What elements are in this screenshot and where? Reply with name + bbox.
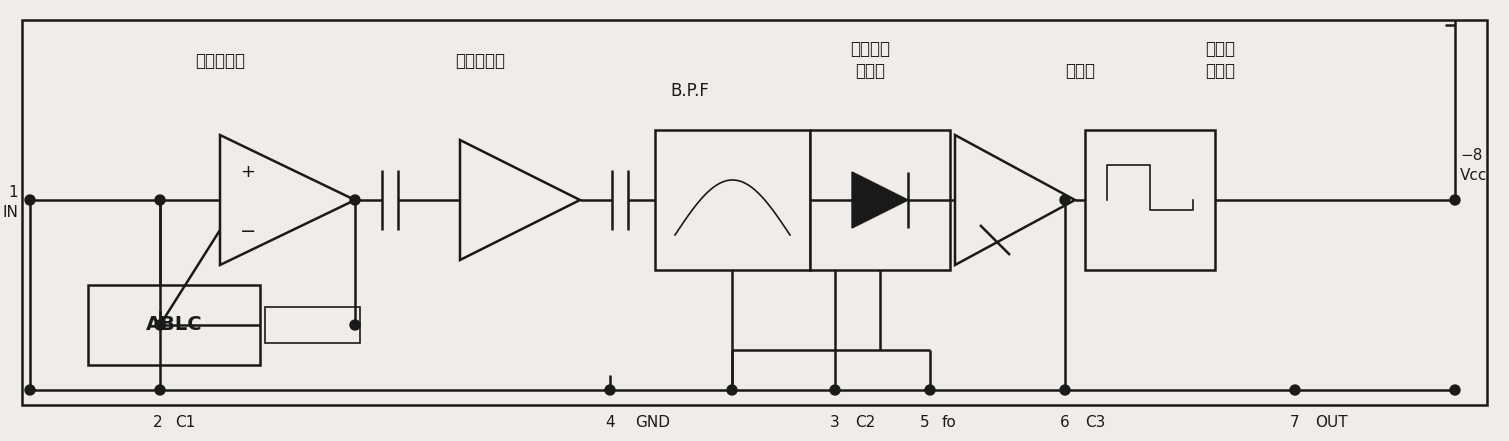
Text: 限幅放大器: 限幅放大器 <box>456 52 506 70</box>
Text: IN: IN <box>2 205 18 220</box>
Circle shape <box>155 195 164 205</box>
Circle shape <box>1450 385 1461 395</box>
Text: 2: 2 <box>154 415 163 430</box>
Text: 1: 1 <box>9 185 18 200</box>
Text: 检波器和: 检波器和 <box>850 40 890 58</box>
Text: −: − <box>240 223 257 242</box>
Text: 5: 5 <box>920 415 930 430</box>
Text: 施密特: 施密特 <box>1206 40 1234 58</box>
Bar <box>266 307 361 343</box>
Circle shape <box>26 195 35 205</box>
Circle shape <box>727 385 736 395</box>
Bar <box>23 20 1486 405</box>
Text: +: + <box>240 163 255 181</box>
Polygon shape <box>460 140 579 260</box>
Text: C2: C2 <box>856 415 875 430</box>
Polygon shape <box>955 135 1074 265</box>
Circle shape <box>925 385 936 395</box>
Circle shape <box>1059 195 1070 205</box>
Circle shape <box>1450 195 1461 205</box>
Text: B.P.F: B.P.F <box>670 82 709 100</box>
Bar <box>88 285 260 365</box>
Circle shape <box>1059 385 1070 395</box>
Text: 前置放大器: 前置放大器 <box>195 52 244 70</box>
Text: 比较器: 比较器 <box>856 62 884 80</box>
Text: fo: fo <box>942 415 957 430</box>
Circle shape <box>605 385 616 395</box>
Text: GND: GND <box>635 415 670 430</box>
Circle shape <box>350 195 361 205</box>
Bar <box>810 130 951 270</box>
Text: 6: 6 <box>1061 415 1070 430</box>
Polygon shape <box>220 135 355 265</box>
Text: −8: −8 <box>1461 148 1482 163</box>
Bar <box>655 130 810 270</box>
Circle shape <box>155 385 164 395</box>
Text: 比较器: 比较器 <box>1206 62 1234 80</box>
Circle shape <box>830 385 841 395</box>
Circle shape <box>155 320 164 330</box>
Text: Vcc: Vcc <box>1461 168 1488 183</box>
Text: 积分器: 积分器 <box>1065 62 1096 80</box>
Circle shape <box>26 385 35 395</box>
Bar <box>1085 130 1215 270</box>
Text: C3: C3 <box>1085 415 1106 430</box>
Text: 7: 7 <box>1290 415 1299 430</box>
Polygon shape <box>853 172 908 228</box>
Circle shape <box>350 320 361 330</box>
Text: 4: 4 <box>605 415 614 430</box>
Text: C1: C1 <box>175 415 195 430</box>
Text: OUT: OUT <box>1314 415 1348 430</box>
Text: ABLC: ABLC <box>146 315 202 335</box>
Circle shape <box>1290 385 1299 395</box>
Text: 3: 3 <box>830 415 841 430</box>
